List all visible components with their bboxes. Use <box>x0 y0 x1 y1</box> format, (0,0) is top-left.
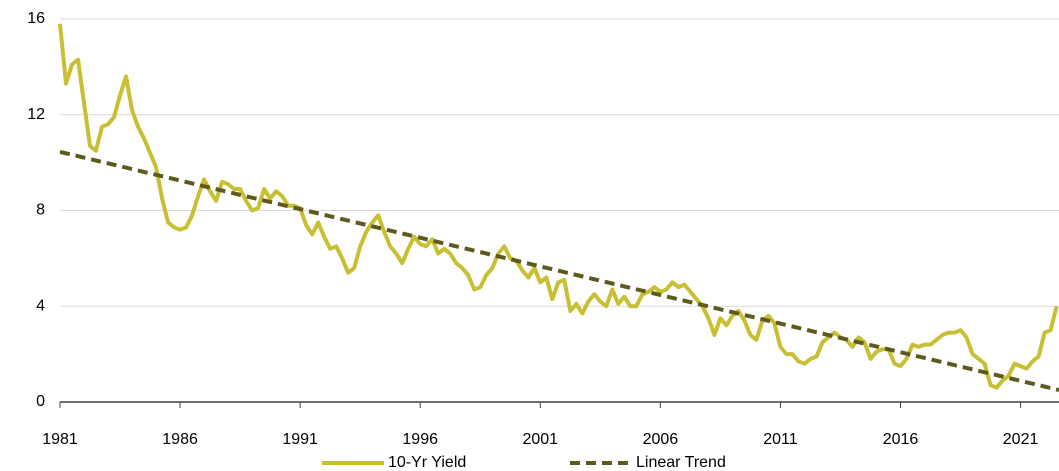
x-tick-label: 2016 <box>883 431 919 448</box>
x-tick-label: 1981 <box>42 431 78 448</box>
x-tick-label: 2006 <box>643 431 679 448</box>
legend-label: 10-Yr Yield <box>388 454 466 471</box>
x-tick-label: 1991 <box>282 431 318 448</box>
y-tick-label: 16 <box>27 10 45 27</box>
x-tick-label: 1986 <box>162 431 198 448</box>
x-tick-label: 2001 <box>522 431 558 448</box>
y-tick-label: 0 <box>36 393 45 410</box>
y-tick-label: 8 <box>36 202 45 219</box>
series-line <box>59 149 1059 392</box>
x-tick-label: 1996 <box>402 431 438 448</box>
y-tick-label: 4 <box>36 297 45 314</box>
legend-label: Linear Trend <box>636 454 726 471</box>
x-tick-label: 2011 <box>763 431 798 448</box>
x-tick-label: 2021 <box>1003 431 1039 448</box>
series-line <box>58 23 1059 390</box>
y-tick-label: 12 <box>27 106 45 123</box>
